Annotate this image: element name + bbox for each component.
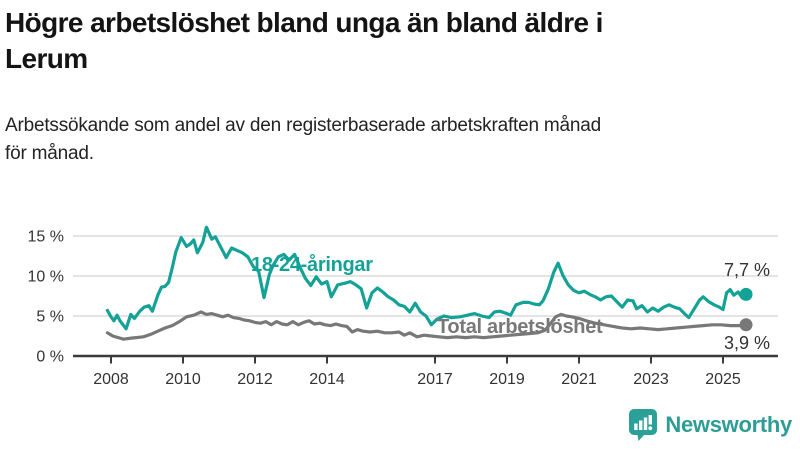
series-lines [105, 225, 748, 341]
series-line-total [105, 310, 748, 341]
x-tick-label: 2014 [309, 371, 345, 388]
y-tick-label: 10 % [28, 269, 64, 286]
page-subtitle-line1: Arbetssökande som andel av den registerb… [5, 115, 602, 136]
x-tick-label: 2021 [561, 371, 597, 388]
series-end-dots [739, 287, 753, 332]
x-tick-label: 2023 [633, 371, 669, 388]
end-value-total: 3,9 % [723, 333, 770, 353]
end-value-young: 7,7 % [723, 260, 770, 280]
page-title-line2: Lerum [5, 43, 88, 74]
bar-chart-speech-bubble-icon [629, 409, 658, 441]
series-label-total: Total arbetslöshet [437, 316, 603, 338]
y-tick-label: 0 % [36, 349, 64, 366]
x-tick-label: 2010 [165, 371, 201, 388]
y-tick-label: 15 % [28, 229, 64, 246]
brand-name: Newsworthy [665, 412, 792, 437]
page-subtitle: Arbetssökande som andel av den registerb… [5, 112, 793, 168]
end-dot-young [739, 287, 753, 301]
series-line-young [105, 225, 748, 331]
axis-tick-labels: 0 % 5 % 10 % 15 % 2008 2010 2012 2014 2017 2019 20… [28, 229, 741, 389]
x-tick-label: 2017 [417, 371, 453, 388]
page-title: Högre arbetslöshet bland unga än bland ä… [5, 5, 793, 77]
x-tick-label: 2008 [93, 371, 129, 388]
y-tick-label: 5 % [36, 309, 64, 326]
x-tick-label: 2019 [489, 371, 525, 388]
page-subtitle-line2: för månad. [5, 143, 94, 164]
x-tick-label: 2012 [237, 371, 273, 388]
newsworthy-logo: Newsworthy [629, 409, 792, 441]
x-tick-label: 2025 [705, 371, 741, 388]
page-title-line1: Högre arbetslöshet bland unga än bland ä… [5, 7, 603, 38]
end-dot-total [739, 318, 753, 332]
series-label-young: 18-24-åringar [251, 254, 373, 276]
x-axis [73, 354, 778, 364]
